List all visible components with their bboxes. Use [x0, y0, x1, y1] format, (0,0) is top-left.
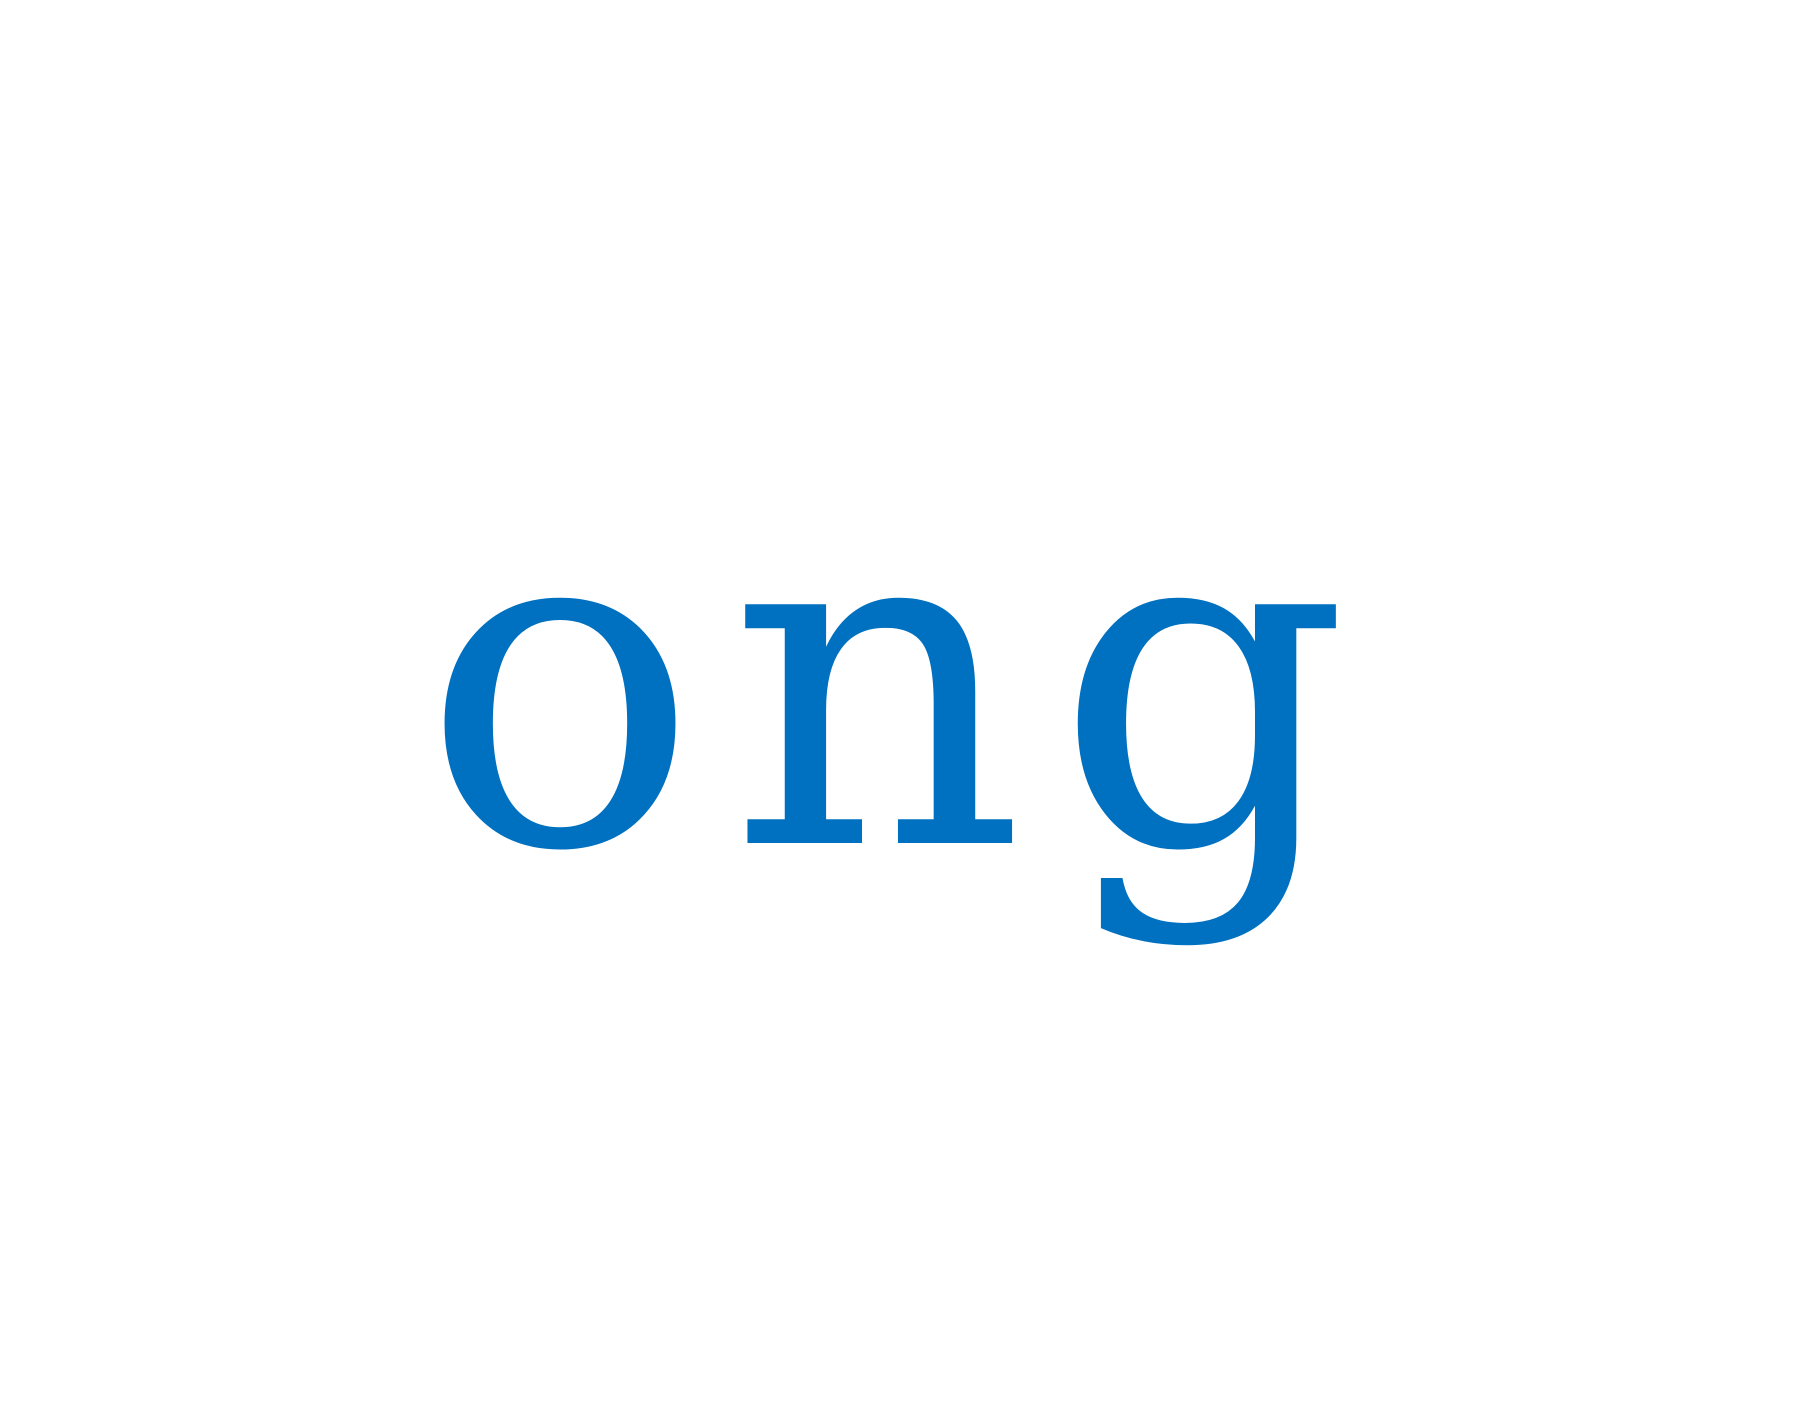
word-text: ong	[421, 417, 1380, 952]
